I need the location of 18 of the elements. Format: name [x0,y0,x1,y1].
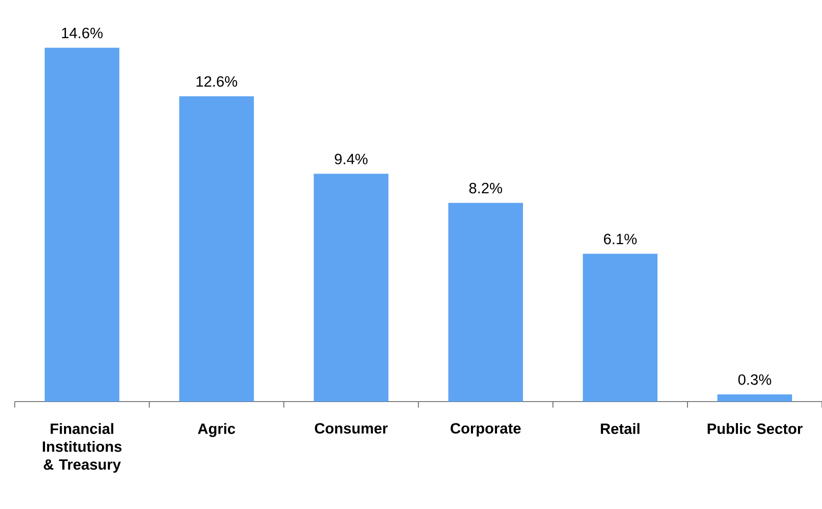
bar [582,254,658,402]
data-label: 8.2% [469,182,502,194]
data-label: 12.6% [196,76,238,87]
data-label: 6.1% [604,234,637,244]
bar [179,96,254,402]
x-tick-label: Retail [600,422,640,434]
x-tick-label: Financial Institutions & Treasury [42,422,122,473]
bar [717,394,792,402]
x-tick-label: Agric [198,422,236,437]
data-label: 0.3% [738,374,772,385]
bar [44,48,120,402]
data-label: 14.6% [62,28,103,38]
data-label: 9.4% [334,154,368,164]
x-tick-label: Consumer [314,422,388,434]
bar [448,202,523,402]
x-tick-label: Corporate [450,422,521,436]
bar [314,174,388,402]
x-tick-label: Public Sector [708,422,803,434]
